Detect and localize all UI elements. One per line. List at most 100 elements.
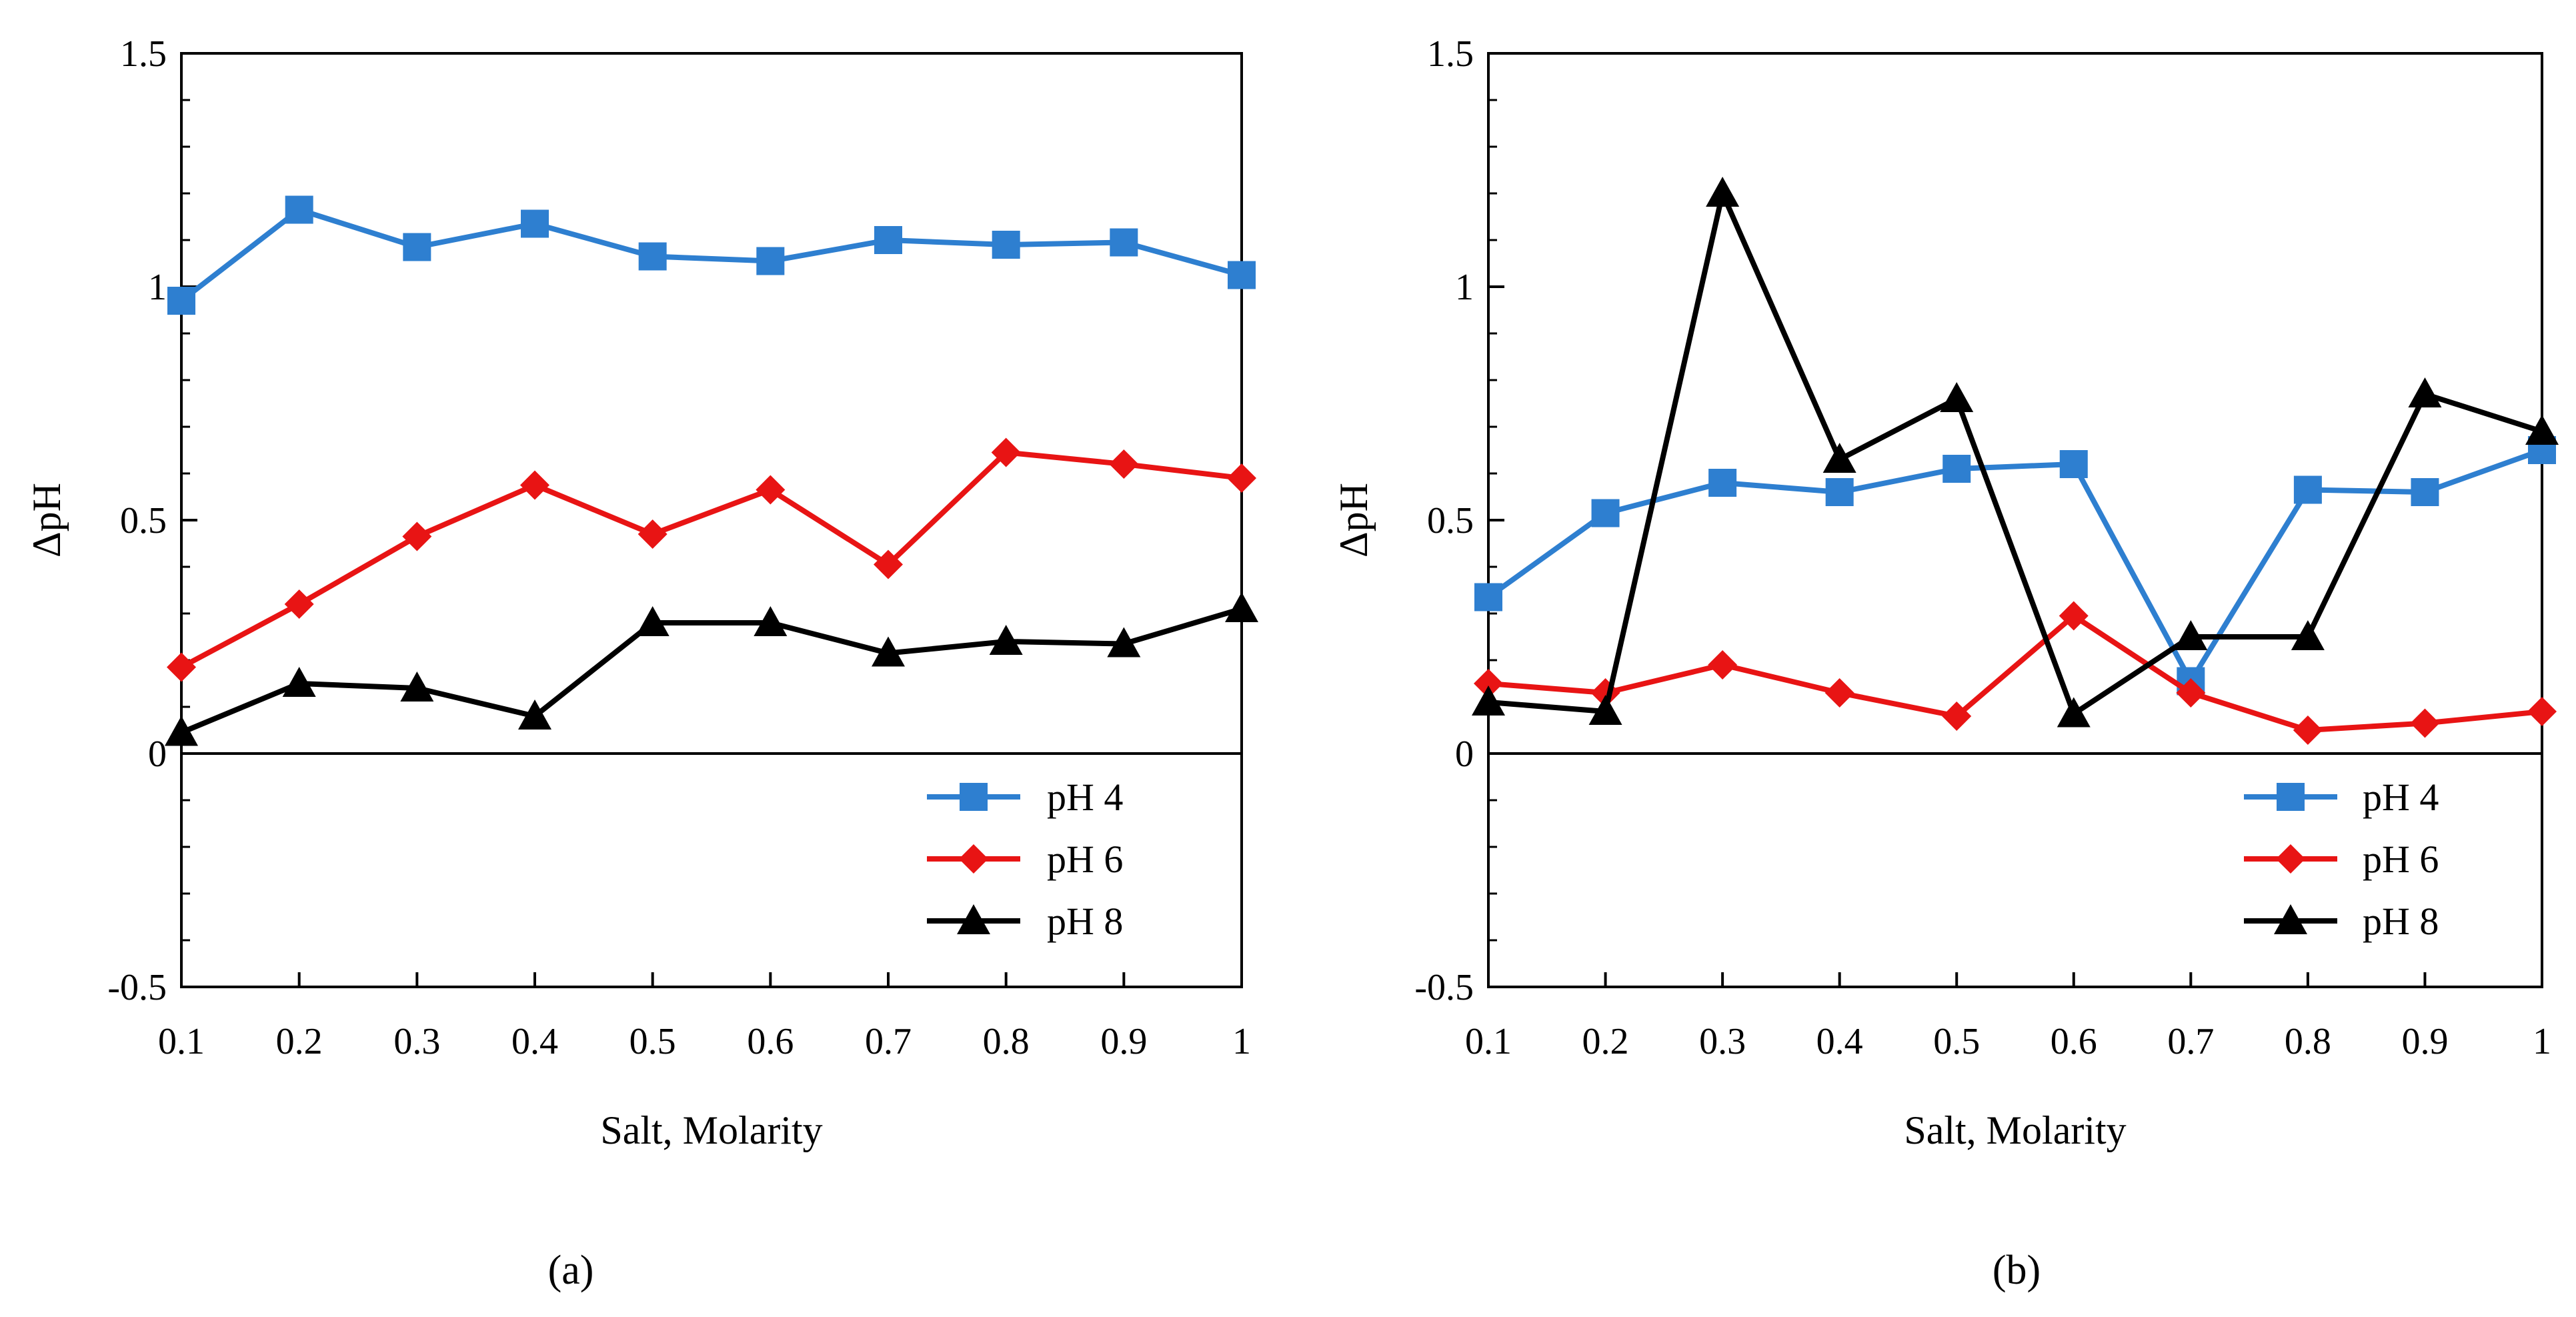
- data-point-ph-6-a: [1109, 449, 1139, 479]
- data-point-ph-4-a: [638, 242, 667, 271]
- x-axis-title-a: Salt, Molarity: [600, 1108, 822, 1152]
- y-axis-title-a: ΔpH: [25, 483, 69, 557]
- x-tick-label-a: 0.8: [983, 1021, 1030, 1062]
- x-tick-label-b: 0.2: [1582, 1021, 1629, 1062]
- chart-panel-b: -0.5 0 0.5 1 1.5 0.1 0.2 0.3 0.4 0.5 0.6 0.7 0.8 0.9 1…: [1332, 33, 2559, 1293]
- x-tick-label-b: 0.3: [1699, 1021, 1746, 1062]
- data-point-ph-6-b: [1942, 702, 1972, 731]
- data-point-ph-8-b: [1940, 382, 1974, 412]
- data-point-ph-8-a: [754, 606, 788, 636]
- data-point-ph-8-a: [989, 625, 1023, 655]
- data-point-ph-6-b: [2293, 716, 2323, 745]
- panel-label-a: (a): [548, 1248, 594, 1293]
- data-point-ph-6-b: [1474, 669, 1503, 698]
- x-tick-label-a: 0.7: [865, 1021, 912, 1062]
- y-tick-label-a: 1.5: [120, 33, 167, 75]
- x-tick-label-b: 0.9: [2401, 1021, 2448, 1062]
- x-tick-label-a: 0.2: [276, 1021, 323, 1062]
- y-tick-label-b: 1.5: [1427, 33, 1474, 75]
- data-point-ph-4-a: [1228, 261, 1256, 289]
- legend-label-ph-4-a: pH 4: [1047, 776, 1123, 819]
- data-point-ph-4-a: [756, 247, 785, 275]
- data-point-ph-8-b: [2057, 697, 2091, 728]
- data-point-ph-6-a: [1227, 463, 1256, 493]
- y-tick-label-a: 1: [148, 267, 167, 308]
- data-point-ph-4-a: [992, 231, 1020, 259]
- data-point-ph-6-a: [637, 519, 668, 549]
- legend-marker-ph-8-b: [2274, 904, 2307, 934]
- y-tick-label-a: -0.5: [107, 967, 167, 1008]
- x-tick-label-b: 0.7: [2167, 1021, 2214, 1062]
- series-line-ph-6-b: [1488, 613, 2543, 733]
- y-tick-label-a: 0.5: [120, 500, 167, 541]
- data-point-ph-6-b: [2527, 697, 2557, 726]
- panel-label-b: (b): [1993, 1248, 2041, 1293]
- data-point-ph-6-a: [991, 437, 1021, 467]
- x-tick-label-a: 0.4: [511, 1021, 558, 1062]
- data-point-ph-4-b: [1474, 583, 1502, 611]
- legend-marker-ph-6-a: [959, 844, 988, 874]
- series-line-ph-8-b: [1488, 191, 2543, 717]
- legend-marker-ph-4-b: [2277, 783, 2305, 811]
- data-point-ph-6-b: [1708, 650, 1738, 680]
- x-axis-title-b: Salt, Molarity: [1904, 1108, 2126, 1152]
- legend-marker-ph-6-b: [2276, 844, 2305, 874]
- data-point-ph-8-b: [1822, 443, 1856, 473]
- x-tick-label-b: 0.8: [2285, 1021, 2331, 1062]
- data-point-ph-6-b: [1824, 678, 1854, 708]
- legend-label-ph-4-b: pH 4: [2363, 776, 2439, 819]
- x-tick-label-b: 1: [2533, 1021, 2551, 1062]
- data-point-ph-8-a: [165, 716, 198, 746]
- data-point-ph-8-a: [1225, 592, 1258, 622]
- x-tick-label-a: 0.1: [158, 1021, 205, 1062]
- series-line-ph-6-a: [180, 449, 1242, 670]
- data-point-ph-4-b: [2059, 450, 2088, 478]
- x-tick-label-b: 0.4: [1816, 1021, 1863, 1062]
- y-tick-label-b: -0.5: [1414, 967, 1474, 1008]
- data-point-ph-4-b: [1943, 455, 1971, 483]
- data-point-ph-4-b: [2411, 478, 2439, 506]
- legend-marker-ph-4-a: [960, 783, 988, 811]
- x-tick-label-a: 0.9: [1100, 1021, 1147, 1062]
- data-point-ph-4-a: [285, 195, 313, 224]
- data-point-ph-4-b: [1825, 478, 1854, 506]
- data-point-ph-8-a: [872, 636, 905, 667]
- data-point-ph-8-a: [635, 606, 670, 636]
- legend-label-ph-8-b: pH 8: [2363, 900, 2439, 943]
- x-tick-label-b: 0.6: [2051, 1021, 2097, 1062]
- y-tick-label-b: 0: [1455, 734, 1474, 775]
- data-point-ph-6-b: [2176, 678, 2206, 708]
- data-point-ph-6-a: [167, 652, 196, 682]
- data-point-ph-4-a: [1110, 228, 1138, 257]
- data-point-ph-4-b: [2293, 475, 2322, 504]
- x-tick-label-a: 0.6: [747, 1021, 794, 1062]
- series-line-ph-4-b: [1486, 447, 2543, 684]
- y-tick-label-b: 1: [1455, 267, 1474, 308]
- data-point-ph-8-b: [2174, 620, 2208, 650]
- y-tick-label-a: 0: [148, 734, 167, 775]
- data-point-ph-6-a: [284, 589, 314, 619]
- data-point-ph-4-b: [1591, 499, 1620, 527]
- series-line-ph-4-a: [179, 207, 1243, 303]
- legend-label-ph-6-a: pH 6: [1047, 838, 1123, 881]
- data-point-ph-4-b: [1708, 469, 1737, 497]
- data-point-ph-4-a: [167, 287, 195, 315]
- data-point-ph-6-a: [756, 475, 786, 505]
- data-point-ph-8-b: [2291, 620, 2325, 650]
- legend-label-ph-6-b: pH 6: [2363, 838, 2439, 881]
- data-point-ph-8-b: [1472, 686, 1505, 716]
- data-point-ph-4-a: [874, 226, 902, 254]
- data-point-ph-6-a: [874, 549, 903, 579]
- data-point-ph-4-a: [521, 209, 549, 238]
- data-point-ph-8-a: [400, 672, 434, 702]
- x-tick-label-a: 1: [1232, 1021, 1251, 1062]
- data-point-ph-8-b: [1706, 177, 1740, 207]
- data-point-ph-8-a: [282, 667, 316, 697]
- data-point-ph-8-b: [1588, 695, 1622, 725]
- data-point-ph-4-a: [403, 233, 431, 261]
- y-axis-title-b: ΔpH: [1332, 483, 1376, 557]
- x-tick-label-b: 0.1: [1465, 1021, 1512, 1062]
- data-point-ph-6-a: [402, 521, 432, 551]
